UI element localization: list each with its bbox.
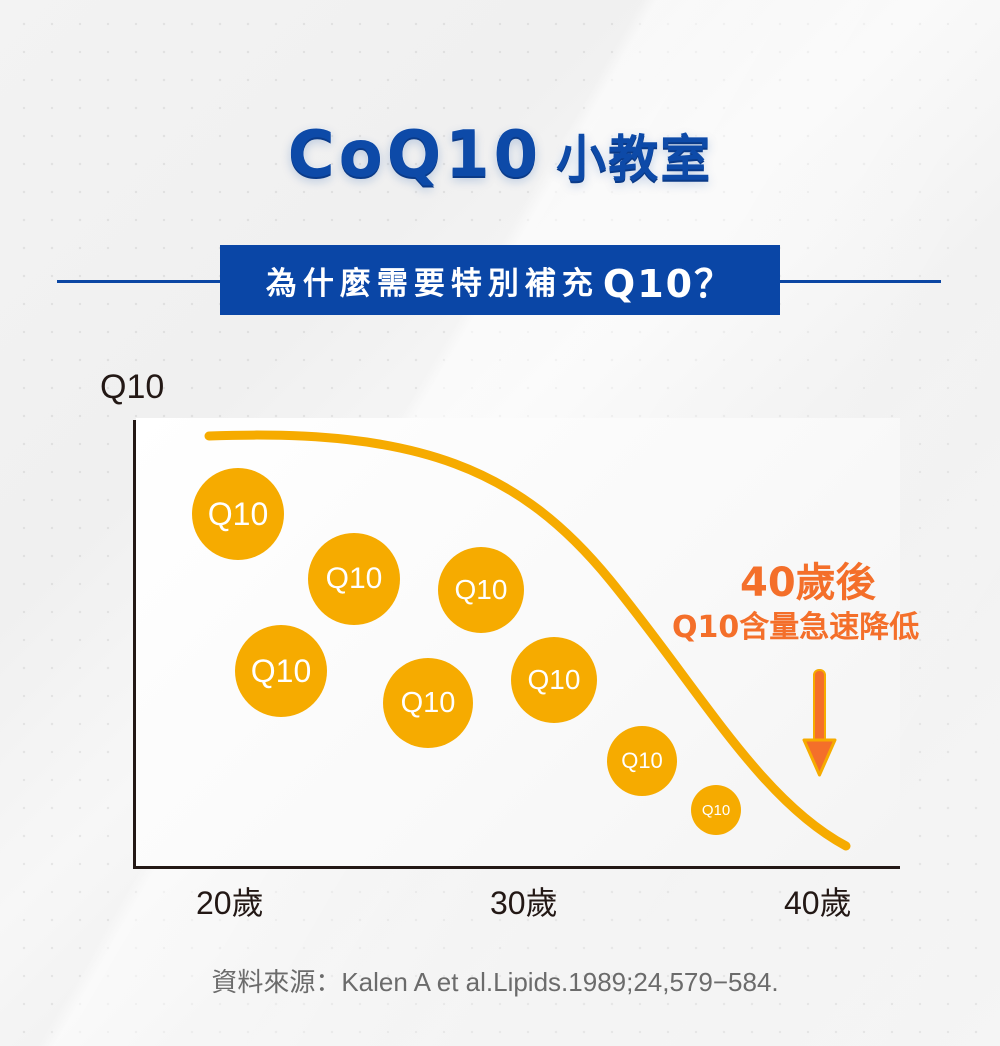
subtitle-banner: 為什麼需要特別補充 Q10？ bbox=[220, 245, 780, 315]
page-title: CoQ10 小教室 bbox=[0, 118, 1000, 192]
banner-q10: Q10？ bbox=[602, 261, 735, 306]
q10-bubble: Q10 bbox=[511, 637, 597, 723]
decline-curve bbox=[204, 430, 851, 851]
q10-bubble: Q10 bbox=[383, 658, 473, 748]
q10-bubble: Q10 bbox=[691, 785, 741, 835]
x-axis bbox=[133, 866, 900, 869]
callout-age: 40歲後 bbox=[740, 560, 876, 606]
title-en: CoQ10 bbox=[287, 118, 543, 192]
down-arrow-icon bbox=[802, 669, 837, 777]
q10-bubble: Q10 bbox=[235, 625, 327, 717]
source-citation: 資料來源：Kalen A et al.Lipids.1989;24,579−58… bbox=[211, 967, 779, 997]
banner-text: 為什麼需要特別補充 bbox=[265, 265, 599, 302]
banner-rule-left bbox=[57, 280, 222, 283]
x-tick-20: 20歲 bbox=[196, 885, 264, 921]
banner-rule-right bbox=[778, 280, 941, 283]
callout-decline: Q10含量急速降低 bbox=[672, 610, 920, 645]
q10-bubble: Q10 bbox=[308, 533, 400, 625]
q10-bubble: Q10 bbox=[607, 726, 677, 796]
x-tick-30: 30歲 bbox=[490, 885, 558, 921]
x-tick-40: 40歲 bbox=[784, 885, 852, 921]
title-zh: 小教室 bbox=[556, 130, 713, 188]
y-axis bbox=[133, 420, 136, 869]
y-axis-label: Q10 bbox=[100, 368, 165, 406]
q10-bubble: Q10 bbox=[192, 468, 284, 560]
q10-bubble: Q10 bbox=[438, 547, 524, 633]
